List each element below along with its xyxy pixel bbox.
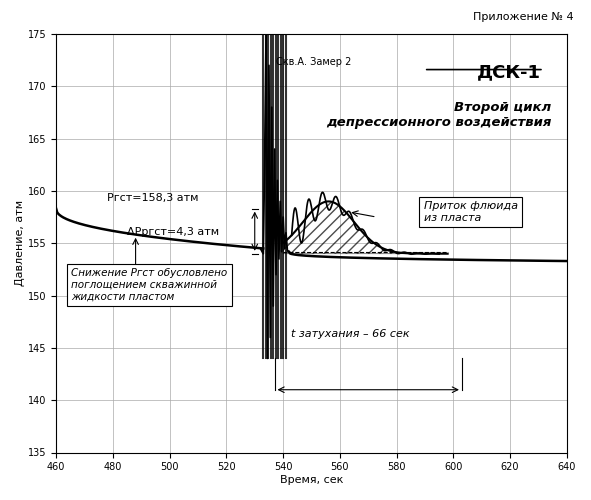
Y-axis label: Давление, атм: Давление, атм [15,200,25,286]
Text: Снижение Pгст обусловлено
поглощением скважинной
жидкости пластом: Снижение Pгст обусловлено поглощением ск… [72,268,228,302]
Text: t затухания – 66 сек: t затухания – 66 сек [291,329,410,339]
X-axis label: Время, сек: Время, сек [280,475,343,485]
Text: -ΔPргст=4,3 атм: -ΔPргст=4,3 атм [122,226,219,236]
Text: Приложение № 4: Приложение № 4 [473,12,573,22]
Text: Pгст=158,3 атм: Pгст=158,3 атм [107,193,199,203]
Text: Скв.А. Замер 2: Скв.А. Замер 2 [276,57,351,67]
Text: ДСК-1: ДСК-1 [478,64,541,82]
Text: Второй цикл
депрессионного воздействия: Второй цикл депрессионного воздействия [326,101,551,129]
Text: Приток флюида
из пласта: Приток флюида из пласта [424,202,518,223]
